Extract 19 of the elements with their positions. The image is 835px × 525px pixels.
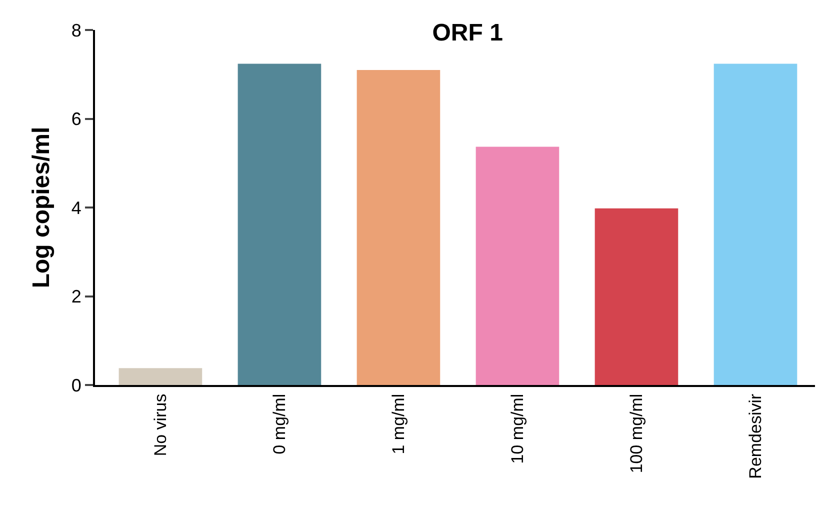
x-tick-label: 10 mg/ml	[508, 394, 528, 464]
bar	[476, 146, 560, 385]
x-tick-label: No virus	[150, 394, 170, 456]
chart-title: ORF 1	[432, 19, 503, 46]
bar	[714, 64, 798, 385]
x-tick-label: 1 mg/ml	[388, 394, 408, 454]
x-tick-label: Remdesivir	[746, 393, 766, 479]
bar	[594, 208, 678, 385]
x-tick-label: 0 mg/ml	[270, 394, 289, 454]
y-tick-label: 2	[71, 286, 82, 307]
bar	[356, 70, 440, 385]
bar	[118, 368, 202, 385]
y-tick-label: 0	[71, 375, 82, 396]
y-axis-title: Log copies/ml	[28, 126, 55, 288]
bar	[238, 64, 322, 385]
x-tick-label: 100 mg/ml	[627, 394, 646, 474]
y-tick-label: 6	[71, 109, 82, 130]
y-tick-label: 8	[71, 20, 82, 40]
y-tick-label: 4	[71, 198, 82, 218]
